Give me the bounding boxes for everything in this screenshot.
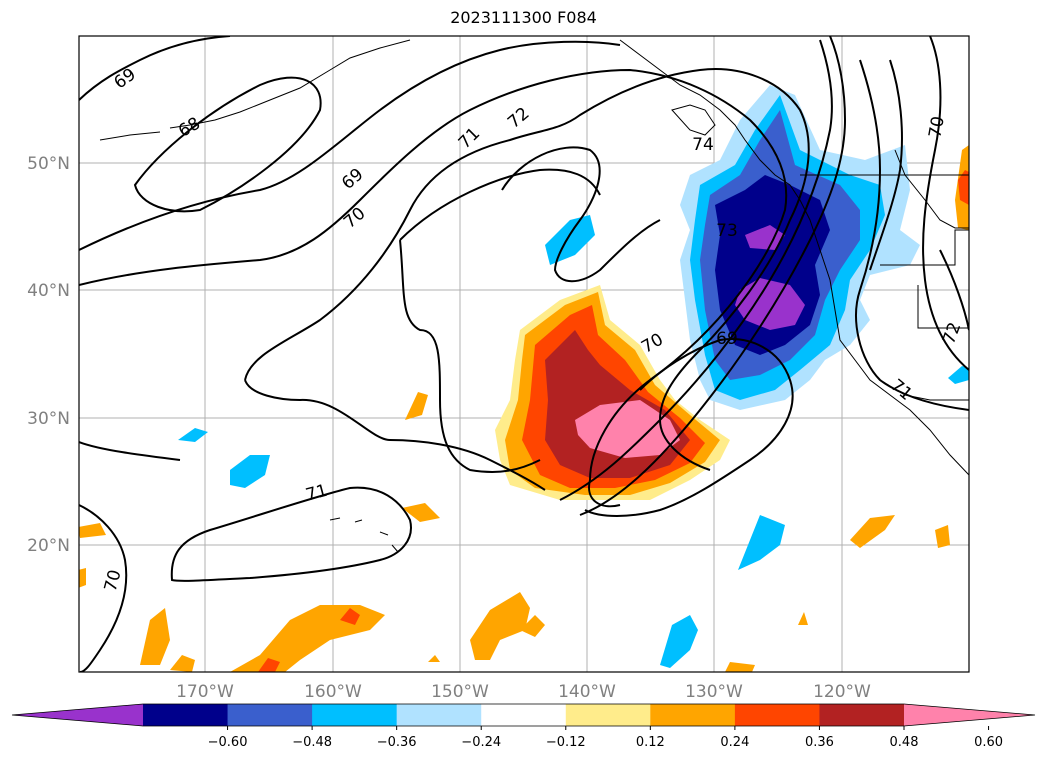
colorbar-tick-label: 0.60 xyxy=(974,735,1003,750)
colorbar-tick-label: 0.24 xyxy=(720,735,749,750)
longitude-labels: 170°W 160°W 150°W 140°W 130°W 120°W xyxy=(176,682,871,702)
colorbar xyxy=(11,703,1036,727)
lon-label: 130°W xyxy=(685,682,743,702)
contour-label: 73 xyxy=(716,221,738,241)
colorbar-extend-low xyxy=(12,704,143,726)
lat-label: 20°N xyxy=(27,536,70,556)
lon-label: 140°W xyxy=(558,682,616,702)
colorbar-segment xyxy=(650,704,736,726)
colorbar-tick-label: 0.36 xyxy=(805,735,834,750)
lat-label: 40°N xyxy=(27,281,70,301)
colorbar-tick-label: −0.60 xyxy=(208,735,248,750)
colorbar-segment xyxy=(312,704,398,726)
colorbar-tick-label: −0.12 xyxy=(546,735,586,750)
colorbar-tick-label: −0.36 xyxy=(377,735,417,750)
colorbar-tick-label: 0.12 xyxy=(636,735,665,750)
colorbar-tick-label: −0.24 xyxy=(461,735,501,750)
colorbar-segment xyxy=(396,704,482,726)
colorbar-segment xyxy=(734,704,820,726)
latitude-labels: 50°N 40°N 30°N 20°N xyxy=(27,154,70,556)
lon-label: 120°W xyxy=(813,682,871,702)
colorbar-segment xyxy=(227,704,313,726)
colorbar-segment xyxy=(819,704,905,726)
colorbar-extend-high xyxy=(904,704,1035,726)
contour-label: 70 xyxy=(925,115,948,140)
colorbar-segment xyxy=(481,704,567,726)
colorbar-tick-label: −0.48 xyxy=(292,735,332,750)
map-title: 2023111300 F084 xyxy=(450,8,597,27)
lat-label: 30°N xyxy=(27,409,70,429)
plot-frame xyxy=(78,35,970,673)
colorbar-outline xyxy=(11,703,1036,727)
lon-label: 170°W xyxy=(176,682,234,702)
lon-label: 160°W xyxy=(304,682,362,702)
colorbar-segment xyxy=(565,704,651,726)
colorbar-tick-labels: −0.60 −0.48 −0.36 −0.24 −0.12 0.12 0.24 0.36 0.4… xyxy=(208,726,1003,750)
contour-label: 74 xyxy=(692,135,714,155)
colorbar-segment xyxy=(143,704,229,726)
contour-label: 69 xyxy=(716,329,738,349)
height-contours xyxy=(79,36,969,672)
colorbar-tick-label: 0.48 xyxy=(890,735,919,750)
lon-label: 150°W xyxy=(431,682,489,702)
lat-label: 50°N xyxy=(27,154,70,174)
